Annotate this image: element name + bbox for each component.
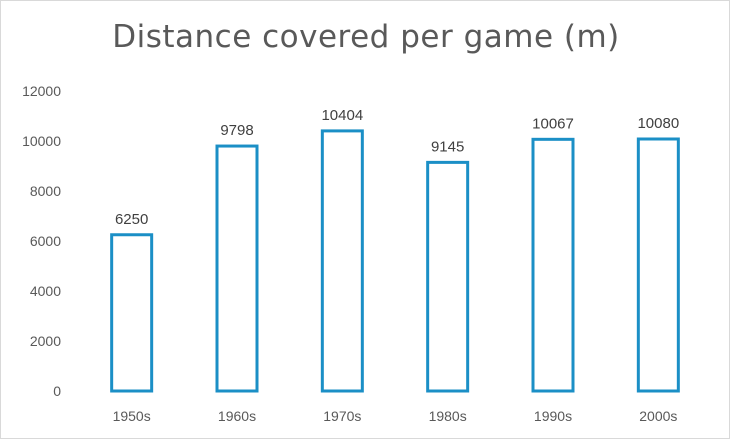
data-label-1970s: 10404 xyxy=(321,107,363,124)
y-tick-label: 10000 xyxy=(22,133,61,149)
data-label-1960s: 9798 xyxy=(220,122,253,139)
x-tick-label: 1970s xyxy=(323,408,361,424)
x-tick-label: 2000s xyxy=(639,408,677,424)
x-tick-label: 1990s xyxy=(534,408,572,424)
y-tick-label: 8000 xyxy=(30,183,61,199)
bar-1970s xyxy=(320,129,364,393)
y-tick-label: 12000 xyxy=(22,83,61,99)
y-tick-label: 4000 xyxy=(30,283,61,299)
y-tick-label: 6000 xyxy=(30,233,61,249)
bar-2000s xyxy=(636,137,680,393)
data-label-1990s: 10067 xyxy=(532,115,574,132)
bar-1950s xyxy=(110,233,154,393)
bar-1980s xyxy=(426,160,470,393)
y-tick-label: 2000 xyxy=(30,333,61,349)
x-tick-label: 1960s xyxy=(218,408,256,424)
bar-1960s xyxy=(215,144,259,393)
y-tick-label: 0 xyxy=(53,383,61,399)
x-tick-label: 1980s xyxy=(429,408,467,424)
data-label-1980s: 9145 xyxy=(431,138,464,155)
data-label-2000s: 10080 xyxy=(637,115,679,132)
chart-title: Distance covered per game (m) xyxy=(112,19,620,55)
data-label-1950s: 6250 xyxy=(115,211,148,228)
x-tick-label: 1950s xyxy=(113,408,151,424)
bar-1990s xyxy=(531,137,575,393)
